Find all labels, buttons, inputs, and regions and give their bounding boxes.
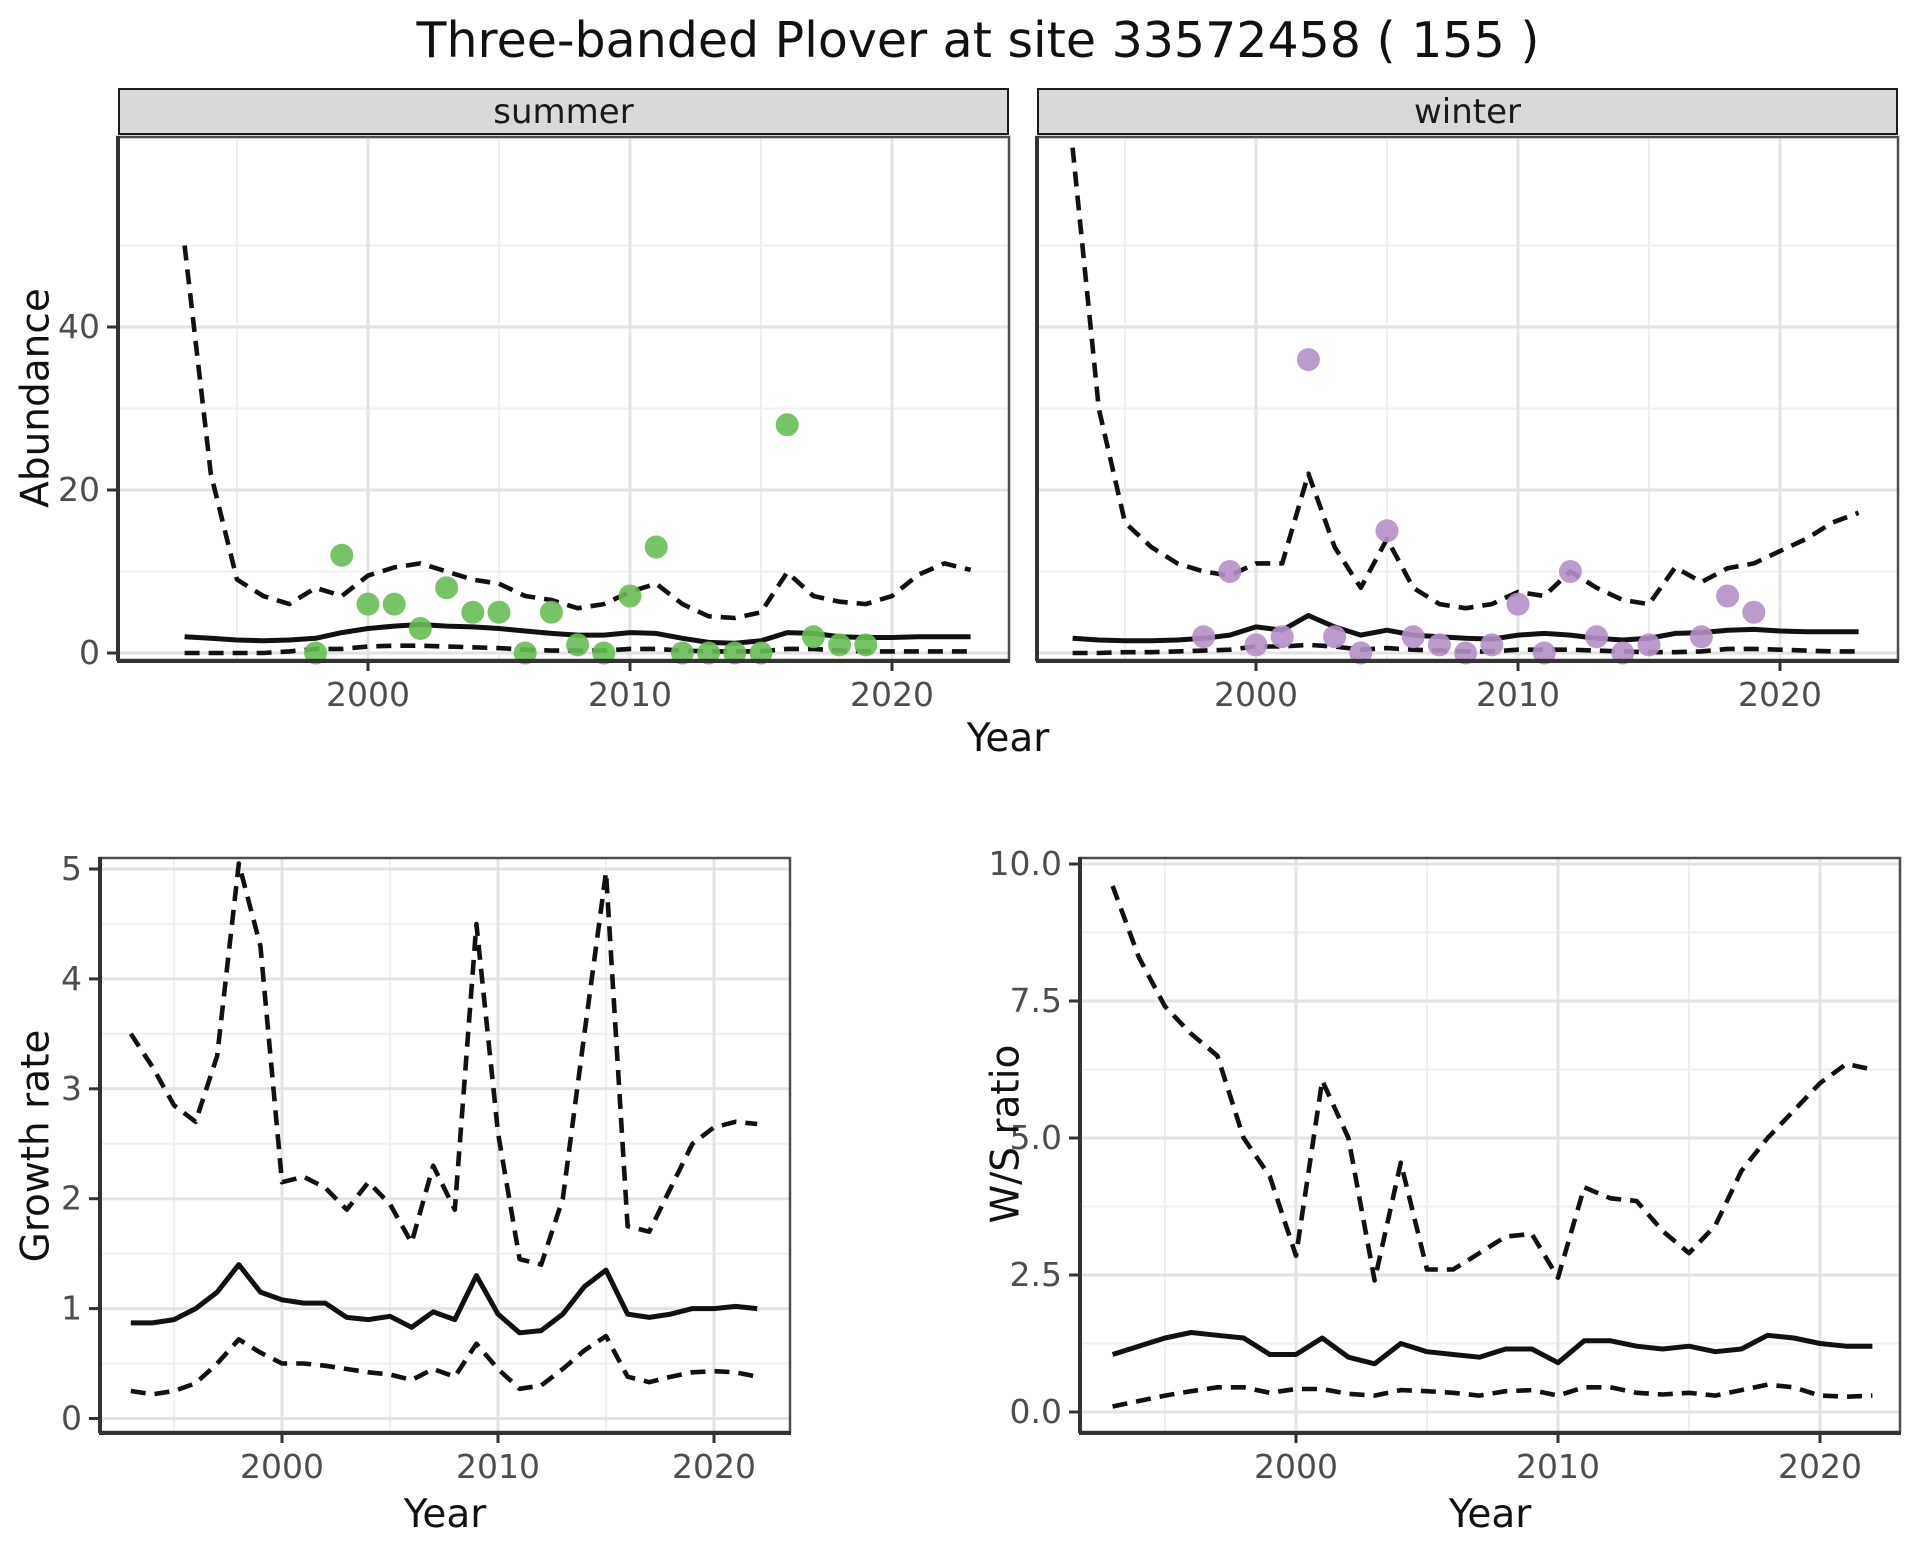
y-tick-label: 20 [58, 470, 100, 509]
data-point [1689, 625, 1713, 649]
y-tick-label: 0.0 [1010, 1392, 1062, 1431]
x-axis-title-year-growth: Year [403, 1492, 487, 1537]
y-tick-label: 7.5 [1010, 981, 1062, 1020]
panel-2: 2000 2010 2020 0 1 2 3 4 5 [61, 849, 792, 1486]
y-axis-title-ws-ratio: W/S ratio [983, 1044, 1029, 1224]
y-tick-label: 10.0 [989, 844, 1062, 883]
median-line [1111, 1330, 1873, 1367]
figure-title: Three-banded Plover at site 33572458 ( 1… [416, 12, 1540, 69]
lower_quantile-line [1112, 1382, 1873, 1409]
x-tick-label: 2010 [588, 675, 672, 714]
data-point [1506, 592, 1530, 616]
upper_quantile-line [1110, 885, 1873, 1283]
data-point [1323, 625, 1347, 649]
data-point [408, 617, 432, 640]
x-tick-label: 2020 [1778, 1447, 1862, 1486]
data-point [1427, 633, 1451, 657]
data-point [382, 592, 406, 616]
data-point [1716, 584, 1740, 608]
facet-strip-summer-label: summer [493, 91, 634, 132]
data-point [1375, 519, 1399, 543]
x-tick-label: 2020 [672, 1447, 756, 1486]
data-point [618, 584, 642, 608]
upper_quantile-line [1070, 147, 1860, 611]
panel-background [100, 858, 790, 1432]
y-tick-label: 0 [61, 1399, 82, 1438]
data-point [775, 413, 799, 437]
data-point [435, 576, 459, 600]
data-point [461, 600, 485, 624]
data-point [644, 535, 668, 559]
y-tick-label: 40 [58, 307, 100, 346]
data-point [1192, 625, 1216, 649]
y-tick-label: 4 [61, 959, 82, 998]
data-point [356, 592, 380, 616]
data-point [1558, 560, 1582, 583]
data-point [1244, 633, 1268, 657]
panel-background [118, 137, 1009, 660]
data-point [854, 633, 878, 657]
data-point [801, 625, 825, 649]
panel-background [1037, 137, 1898, 660]
panel-background [1080, 858, 1900, 1432]
data-point [566, 633, 590, 657]
data-point [1401, 625, 1425, 649]
y-axis-title-growth-rate: Growth rate [13, 1029, 59, 1263]
upper_quantile-line [128, 861, 758, 1267]
y-tick-label: 5.0 [1010, 1118, 1062, 1157]
upper_quantile-line [182, 245, 972, 621]
panel-1: 2000 2010 2020 [1035, 135, 1900, 714]
data-point [539, 600, 563, 624]
data-point [487, 600, 511, 624]
data-point [1218, 560, 1242, 583]
lower_quantile-line [130, 1333, 758, 1397]
y-tick-label: 2 [61, 1179, 82, 1218]
x-tick-label: 2000 [326, 675, 410, 714]
y-tick-label: 0 [79, 633, 100, 672]
x-axis-title-year-ws: Year [1448, 1492, 1532, 1537]
x-tick-label: 2010 [456, 1447, 540, 1486]
x-tick-label: 2000 [1254, 1447, 1338, 1486]
facet-strip-winter: winter [1037, 88, 1898, 135]
x-tick-label: 2010 [1516, 1447, 1600, 1486]
x-tick-label: 2000 [1214, 675, 1298, 714]
y-tick-label: 3 [61, 1069, 82, 1108]
data-point [1585, 625, 1609, 649]
facet-strip-summer: summer [118, 88, 1009, 135]
y-axis-title-abundance: Abundance [13, 288, 59, 508]
data-point [1270, 625, 1294, 649]
median-line [130, 1262, 758, 1336]
x-tick-label: 2020 [1738, 675, 1822, 714]
x-tick-label: 2000 [240, 1447, 324, 1486]
x-tick-label: 2010 [1476, 675, 1560, 714]
y-tick-label: 5 [61, 849, 82, 888]
x-tick-label: 2020 [850, 675, 934, 714]
data-point [828, 633, 852, 657]
data-point [1742, 600, 1766, 624]
data-point [1480, 633, 1504, 657]
data-point [1296, 348, 1320, 372]
panel-3: 2000 2010 2020 0.0 2.5 5.0 7.5 10.0 [989, 844, 1902, 1486]
data-point [330, 543, 354, 567]
y-tick-label: 2.5 [1010, 1255, 1062, 1294]
panel-0: 2000 2010 2020 0 20 40 [58, 135, 1011, 714]
x-axis-title-year-top: Year [966, 716, 1050, 761]
data-point [1637, 633, 1661, 657]
y-tick-label: 1 [61, 1289, 82, 1328]
facet-strip-winter-label: winter [1413, 91, 1522, 132]
